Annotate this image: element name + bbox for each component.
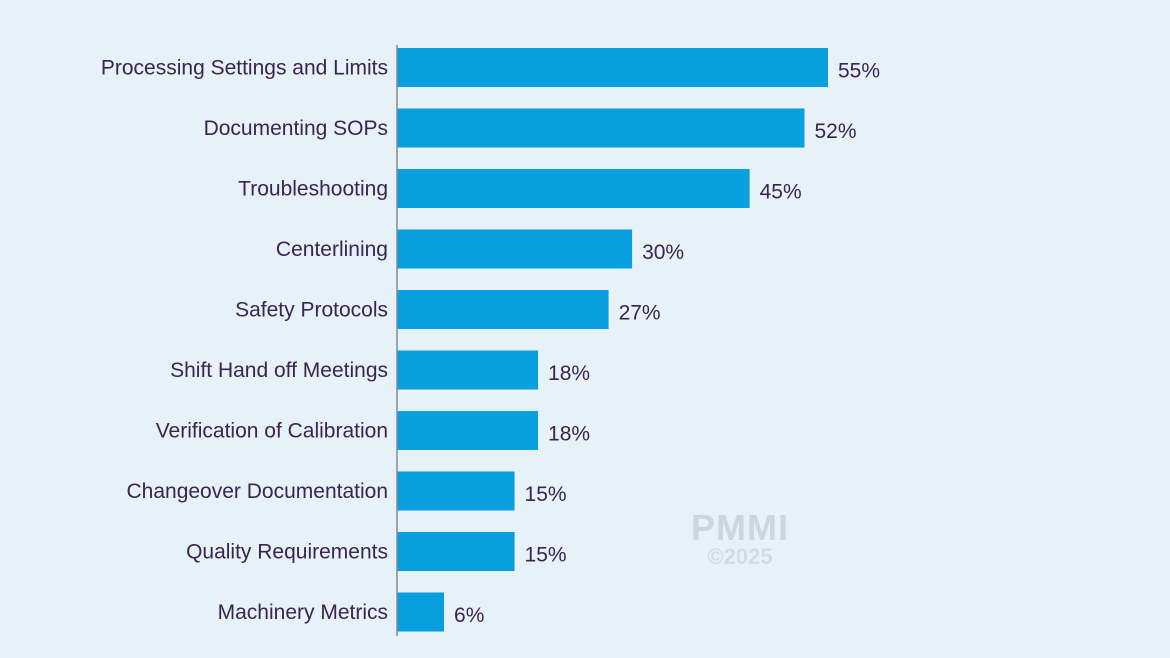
bar — [397, 169, 750, 208]
bar — [397, 592, 445, 632]
category-label: Verification of Calibration — [156, 420, 388, 443]
data-label: 18% — [548, 423, 590, 446]
watermark-year: ©2025 — [707, 544, 772, 569]
bars-group: Processing Settings and Limits 55% Documen… — [101, 48, 880, 632]
category-label: Safety Protocols — [235, 299, 388, 322]
bar — [397, 411, 539, 450]
category-label: Centerlining — [276, 238, 388, 261]
watermark-brand: PMMI — [691, 507, 789, 548]
category-label: Machinery Metrics — [218, 601, 388, 624]
data-label: 55% — [838, 60, 880, 83]
category-label: Troubleshooting — [238, 178, 388, 201]
category-label: Documenting SOPs — [204, 117, 388, 140]
data-label: 30% — [642, 241, 684, 264]
data-label: 45% — [760, 181, 802, 204]
data-label: 52% — [814, 120, 856, 143]
bar — [397, 108, 805, 148]
bar — [397, 471, 515, 511]
bar — [397, 532, 515, 571]
data-label: 15% — [525, 544, 567, 567]
data-label: 15% — [525, 483, 567, 506]
category-label: Processing Settings and Limits — [101, 57, 388, 80]
category-label: Quality Requirements — [186, 541, 388, 564]
watermark: PMMI ©2025 — [691, 507, 789, 569]
data-label: 6% — [454, 604, 484, 627]
bar — [397, 48, 828, 87]
category-label: Changeover Documentation — [127, 480, 389, 503]
bar — [397, 229, 633, 269]
bar — [397, 350, 539, 390]
bar — [397, 290, 609, 329]
data-label: 18% — [548, 362, 590, 385]
data-label: 27% — [619, 302, 661, 325]
category-label: Shift Hand off Meetings — [170, 359, 388, 382]
